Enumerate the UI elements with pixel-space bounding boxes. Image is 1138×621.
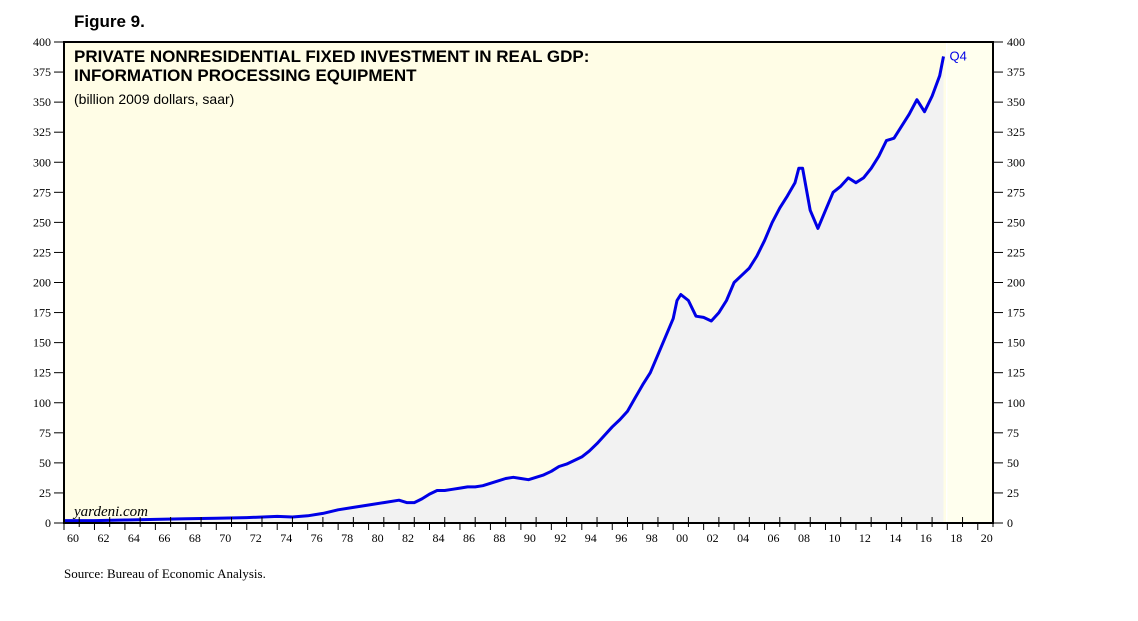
y-tick-label-left-300: 300	[33, 155, 51, 169]
y-tick-label-left-250: 250	[33, 215, 51, 229]
x-tick-label-14: 14	[889, 531, 901, 545]
x-tick-label-66: 66	[158, 531, 170, 545]
y-tick-label-left-125: 125	[33, 366, 51, 380]
y-tick-label-left-100: 100	[33, 396, 51, 410]
y-tick-label-right-250: 250	[1007, 215, 1025, 229]
x-tick-label-12: 12	[859, 531, 871, 545]
x-tick-label-64: 64	[128, 531, 140, 545]
x-tick-label-60: 60	[67, 531, 79, 545]
y-tick-label-right-125: 125	[1007, 366, 1025, 380]
y-tick-label-right-50: 50	[1007, 456, 1019, 470]
chart-title-line1: PRIVATE NONRESIDENTIAL FIXED INVESTMENT …	[74, 47, 589, 66]
x-tick-label-20: 20	[981, 531, 993, 545]
x-tick-label-04: 04	[737, 531, 749, 545]
y-tick-label-right-75: 75	[1007, 426, 1019, 440]
x-tick-label-62: 62	[97, 531, 109, 545]
y-tick-label-left-0: 0	[45, 516, 51, 530]
x-tick-label-10: 10	[828, 531, 840, 545]
y-tick-label-left-200: 200	[33, 276, 51, 290]
x-tick-label-00: 00	[676, 531, 688, 545]
y-axis-left: 0 25 50 75 100 125 150 175 200 225 250 275 300 325 350…	[33, 35, 64, 530]
x-axis: 60 62 64 66 68 70 72 74 76 78 80 82 84 86 88 90 92 94 96 98…	[63, 517, 994, 545]
x-tick-label-68: 68	[189, 531, 201, 545]
x-tick-label-76: 76	[311, 531, 323, 545]
chart-title-line2: INFORMATION PROCESSING EQUIPMENT	[74, 66, 417, 85]
y-tick-label-left-25: 25	[39, 486, 51, 500]
x-tick-label-82: 82	[402, 531, 414, 545]
x-tick-label-16: 16	[920, 531, 932, 545]
x-tick-label-92: 92	[554, 531, 566, 545]
y-tick-label-right-100: 100	[1007, 396, 1025, 410]
y-tick-label-right-300: 300	[1007, 155, 1025, 169]
y-tick-label-right-325: 325	[1007, 125, 1025, 139]
x-tick-label-08: 08	[798, 531, 810, 545]
y-tick-label-right-400: 400	[1007, 35, 1025, 49]
y-tick-label-left-325: 325	[33, 125, 51, 139]
series-line	[64, 56, 945, 523]
x-tick-label-80: 80	[372, 531, 384, 545]
x-tick-label-98: 98	[646, 531, 658, 545]
y-tick-label-left-175: 175	[33, 306, 51, 320]
y-tick-label-right-375: 375	[1007, 65, 1025, 79]
x-tick-label-78: 78	[341, 531, 353, 545]
source-note: Source: Bureau of Economic Analysis.	[64, 566, 266, 581]
x-tick-label-90: 90	[524, 531, 536, 545]
y-tick-label-right-225: 225	[1007, 245, 1025, 259]
y-tick-label-left-75: 75	[39, 426, 51, 440]
y-tick-label-left-375: 375	[33, 65, 51, 79]
y-tick-label-left-225: 225	[33, 245, 51, 259]
y-tick-label-right-25: 25	[1007, 486, 1019, 500]
x-tick-label-84: 84	[433, 531, 445, 545]
forecast-shade	[947, 42, 993, 523]
x-tick-label-94: 94	[585, 531, 597, 545]
y-tick-label-left-150: 150	[33, 336, 51, 350]
x-tick-label-70: 70	[219, 531, 231, 545]
watermark: yardeni.com	[72, 504, 148, 520]
x-tick-label-02: 02	[707, 531, 719, 545]
y-tick-label-left-275: 275	[33, 185, 51, 199]
y-tick-label-right-175: 175	[1007, 306, 1025, 320]
x-tick-label-86: 86	[463, 531, 475, 545]
y-axis-right: 0 25 50 75 100 125 150 175 200 225 250 275 300 325 350…	[993, 35, 1025, 530]
x-tick-label-88: 88	[493, 531, 505, 545]
y-tick-label-left-50: 50	[39, 456, 51, 470]
y-tick-label-right-150: 150	[1007, 336, 1025, 350]
figure-label: Figure 9.	[74, 12, 145, 31]
x-tick-label-06: 06	[768, 531, 780, 545]
end-label-q4: Q4	[950, 48, 967, 63]
y-tick-label-left-350: 350	[33, 95, 51, 109]
y-tick-label-left-400: 400	[33, 35, 51, 49]
x-tick-label-72: 72	[250, 531, 262, 545]
x-tick-label-74: 74	[280, 531, 292, 545]
y-tick-label-right-275: 275	[1007, 185, 1025, 199]
series-area	[64, 56, 944, 524]
chart-subtitle: (billion 2009 dollars, saar)	[74, 91, 234, 107]
y-tick-label-right-200: 200	[1007, 276, 1025, 290]
x-tick-label-96: 96	[615, 531, 627, 545]
y-tick-label-right-0: 0	[1007, 516, 1013, 530]
y-tick-label-right-350: 350	[1007, 95, 1025, 109]
x-tick-label-18: 18	[950, 531, 962, 545]
